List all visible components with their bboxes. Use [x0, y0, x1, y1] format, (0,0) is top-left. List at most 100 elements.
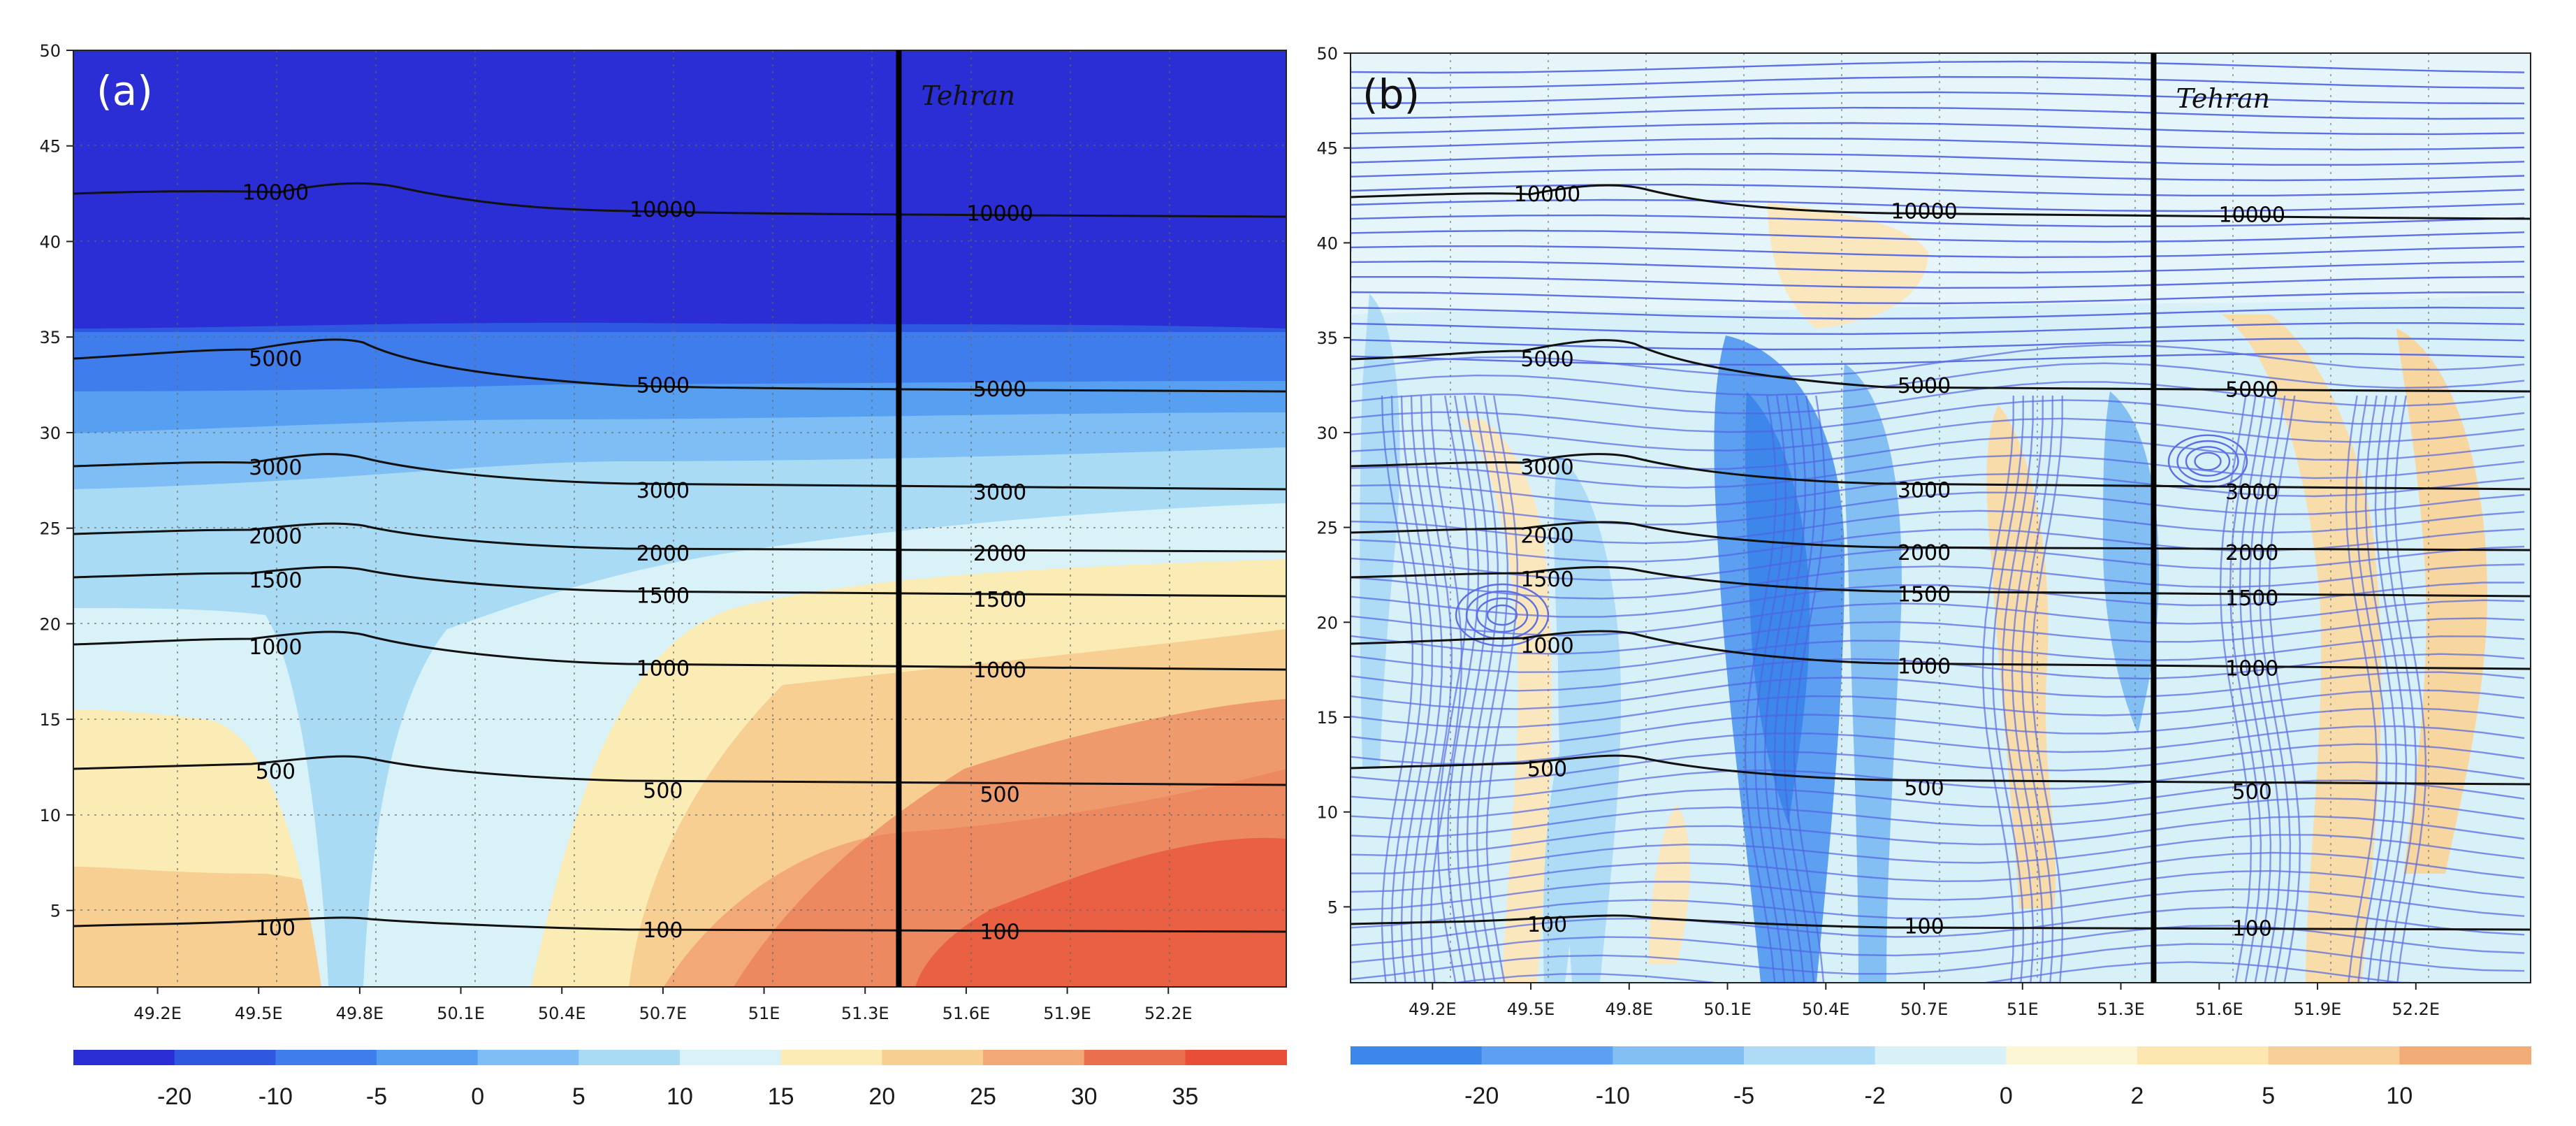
streamline	[1429, 395, 1463, 983]
colorbar-tick-label: 15	[768, 1083, 794, 1110]
streamline	[1390, 395, 1424, 983]
streamline	[1351, 183, 2525, 196]
colorbar-tick-label: 20	[868, 1083, 895, 1110]
colorbar-swatch	[1613, 1046, 1745, 1064]
streamline	[1351, 322, 2525, 335]
streamline	[1351, 344, 2525, 377]
colorbar-tick-label: 0	[471, 1083, 484, 1110]
streamline	[1351, 260, 2525, 274]
contour-label: 1500	[973, 588, 1026, 612]
contour-label: 5000	[636, 374, 690, 398]
streamline	[1351, 851, 2525, 893]
contour-label: 1500	[2225, 586, 2278, 611]
contour-label: 100	[643, 918, 683, 943]
colorbar-swatch	[2268, 1046, 2401, 1064]
colorbar-tick-label: -5	[366, 1083, 387, 1110]
contour-label: 10000	[630, 198, 696, 222]
streamline-eddy	[1476, 597, 1529, 633]
colorbar-swatch	[1185, 1050, 1287, 1065]
colorbar-swatch	[1875, 1046, 2007, 1064]
streamline	[1351, 815, 2525, 857]
colorbar-tick-label: 10	[667, 1083, 693, 1110]
x-tick-label: 50.4E	[538, 1004, 586, 1023]
streamline	[1351, 352, 2525, 366]
y-tick-label: 45	[39, 137, 61, 157]
x-tick-label: 49.8E	[1605, 999, 1653, 1019]
streamline	[1351, 337, 2525, 351]
contour-label: 1500	[1520, 568, 1573, 592]
streamline	[1351, 635, 2525, 673]
colorbar-tick-label: 35	[1172, 1083, 1198, 1110]
x-tick-label: 50.4E	[1802, 999, 1850, 1019]
streamline	[1351, 106, 2525, 120]
contour-label: 1000	[1520, 634, 1573, 658]
contour-label: 500	[980, 783, 1019, 807]
colorbar-swatch	[174, 1050, 277, 1065]
x-tick-label: 50.7E	[639, 1004, 687, 1023]
colorbar-tick-label: 5	[2262, 1083, 2275, 1109]
streamline	[1351, 137, 2525, 151]
panel-a-contour-labels: 10000 10000 10000 5000 5000 5000 3000 3000 3000 2…	[242, 180, 1033, 944]
streamline	[1351, 436, 2525, 470]
x-tick-label: 51.6E	[943, 1004, 991, 1023]
streamline	[2345, 395, 2378, 983]
streamline	[1351, 671, 2525, 710]
streamline	[1351, 399, 2525, 433]
y-tick-label: 30	[1316, 424, 1338, 443]
streamline	[1351, 563, 2525, 600]
colorbar-tick-label: 5	[572, 1083, 585, 1110]
streamline	[1351, 417, 2525, 452]
contour-label: 100	[980, 921, 1019, 945]
colorbar-swatch	[578, 1050, 681, 1065]
streamline-eddy	[2176, 440, 2239, 483]
y-tick-label: 20	[1316, 613, 1338, 633]
streamline	[1351, 491, 2525, 526]
streamline	[1351, 925, 2525, 964]
streamline	[2248, 395, 2282, 983]
streamline	[1410, 395, 1443, 983]
y-tick-label: 25	[1316, 519, 1338, 538]
streamline	[2030, 395, 2064, 983]
contour-label: 2000	[636, 542, 690, 566]
streamline	[1744, 395, 1777, 983]
contour-label: 500	[643, 779, 683, 803]
panel-b-colorbar: -20 -10 -5 -2 0 2 5 10	[1351, 1046, 2531, 1109]
contour-label: 2000	[973, 542, 1026, 566]
streamline	[1351, 510, 2525, 544]
colorbar-swatch	[377, 1050, 479, 1065]
streamline	[1351, 653, 2525, 692]
contour-label: 10000	[2218, 203, 2285, 228]
contour-label: 1000	[249, 635, 302, 660]
streamline	[2355, 395, 2388, 983]
colorbar-tick-label: -5	[1733, 1083, 1754, 1109]
streamline-eddy	[1455, 583, 1550, 647]
streamline	[1351, 229, 2525, 243]
contour-label: 100	[1527, 913, 1567, 937]
x-tick-label: 51E	[748, 1004, 780, 1023]
streamline	[1351, 199, 2525, 212]
contour-label: 3000	[1520, 456, 1573, 480]
contour-label: 1000	[636, 656, 690, 681]
contour-label: 3000	[636, 479, 690, 503]
colorbar-swatch	[2399, 1046, 2531, 1064]
streamline	[1351, 943, 2525, 981]
y-tick-label: 5	[50, 902, 61, 921]
contour-label: 5000	[2225, 377, 2278, 402]
streamline	[1351, 869, 2525, 911]
streamline	[1351, 245, 2525, 259]
colorbar-tick-label: 2	[2131, 1083, 2144, 1109]
colorbar-tick-label: -20	[1464, 1083, 1499, 1109]
streamline	[1436, 395, 1470, 983]
streamline	[1351, 381, 2525, 414]
panel-b-axes: 49.2E 49.5E 49.8E 50.1E 50.4E 50.7E 51E 51.3E 51…	[1316, 44, 2440, 1019]
contour-label: 3000	[1898, 478, 1951, 503]
contour-label: 10000	[242, 180, 309, 205]
colorbar-swatch	[983, 1050, 1085, 1065]
streamline	[1351, 362, 2525, 396]
streamline	[2011, 395, 2044, 983]
contour-label: 5000	[973, 377, 1026, 402]
streamline	[1351, 888, 2525, 929]
streamline	[1793, 395, 1826, 983]
streamline	[2229, 395, 2262, 983]
